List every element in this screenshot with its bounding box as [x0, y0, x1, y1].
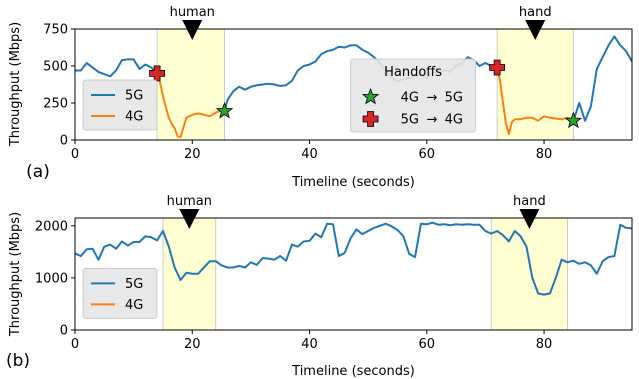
handoff-legend-to-1: 4G: [445, 113, 463, 128]
event-marker-0-label: human: [170, 5, 215, 20]
x-axis-label: Timeline (seconds): [291, 175, 415, 190]
legend-label-5g: 5G: [125, 89, 143, 104]
handoff-marker-2: [149, 65, 165, 82]
handoff-marker-3: [489, 59, 506, 76]
event-marker-1-triangle: [525, 20, 546, 40]
shaded-region-0: [157, 29, 225, 140]
x-axis-label: Timeline (seconds): [291, 364, 415, 379]
legend-label-4g: 4G: [125, 298, 143, 313]
series-5g-line-segment-0: [75, 58, 158, 78]
x-tick-label: 80: [536, 337, 553, 352]
y-tick-label: 0: [60, 324, 68, 339]
shaded-region-1: [497, 29, 574, 140]
series-5g-line-segment-0: [75, 221, 632, 296]
event-marker-0-triangle: [179, 209, 200, 229]
handoff-legend: Handoffs 4G → 5G 5G → 4G: [350, 58, 477, 133]
handoff-marker-1: [564, 111, 583, 129]
panel-label: (b): [6, 351, 30, 371]
handoff-legend-marker-0: [361, 87, 380, 105]
series-5g-line-segment-2: [572, 35, 632, 122]
series-legend-box: [82, 79, 158, 131]
x-tick-label: 20: [184, 337, 201, 352]
x-tick-label: 80: [536, 147, 553, 162]
series-4g-line-segment-1: [496, 67, 574, 136]
y-tick-label: 750: [43, 23, 68, 38]
panel-label: (a): [26, 162, 50, 182]
y-tick-label: 2000: [35, 219, 68, 234]
handoff-legend-marker-1: [362, 111, 379, 127]
handoff-legend-arrow-1: →: [427, 113, 438, 128]
handoff-legend-to-0: 5G: [445, 91, 463, 106]
series-layer: [75, 221, 632, 296]
handoff-legend-box: [350, 58, 477, 133]
handoff-legend-title: Handoffs: [384, 65, 442, 80]
chart-panel-a: human hand 0 20 40 60 80 0 250 500 750 Timeline (se…: [8, 5, 633, 190]
x-tick-label: 40: [301, 147, 318, 162]
legend-label-5g: 5G: [125, 277, 143, 292]
handoff-legend-from-1: 5G: [401, 113, 419, 128]
x-tick-label: 60: [419, 147, 436, 162]
chart-panel-b: human hand 0 20 40 60 80 0 1000 2000 Timeline (sec…: [6, 194, 633, 379]
y-axis-label: Throughput (Mbps): [8, 212, 23, 337]
y-tick-label: 250: [43, 97, 68, 112]
y-tick-label: 0: [60, 134, 68, 149]
event-marker-0-triangle: [182, 20, 203, 40]
y-tick-label: 1000: [35, 271, 68, 286]
x-tick-label: 20: [184, 147, 201, 162]
event-marker-0-label: human: [167, 194, 212, 209]
handoff-marker-0: [215, 102, 234, 119]
event-marker-1-label: hand: [513, 194, 546, 209]
event-marker-1-label: hand: [519, 5, 552, 20]
handoff-legend-arrow-0: →: [427, 91, 438, 106]
plot-frame: [74, 28, 633, 141]
y-axis-label: Throughput (Mbps): [8, 22, 23, 147]
series-4g-line-segment-0: [156, 73, 225, 139]
event-marker-1-triangle: [519, 209, 540, 229]
y-tick-label: 500: [43, 60, 68, 75]
x-tick-label: 60: [419, 337, 436, 352]
x-tick-label: 0: [71, 337, 79, 352]
plot-frame: [74, 217, 633, 331]
handoff-legend-from-0: 4G: [401, 91, 419, 106]
series-legend-box: [82, 267, 158, 319]
legend-label-4g: 4G: [125, 110, 143, 125]
x-tick-label: 0: [71, 147, 79, 162]
x-tick-label: 40: [301, 337, 318, 352]
